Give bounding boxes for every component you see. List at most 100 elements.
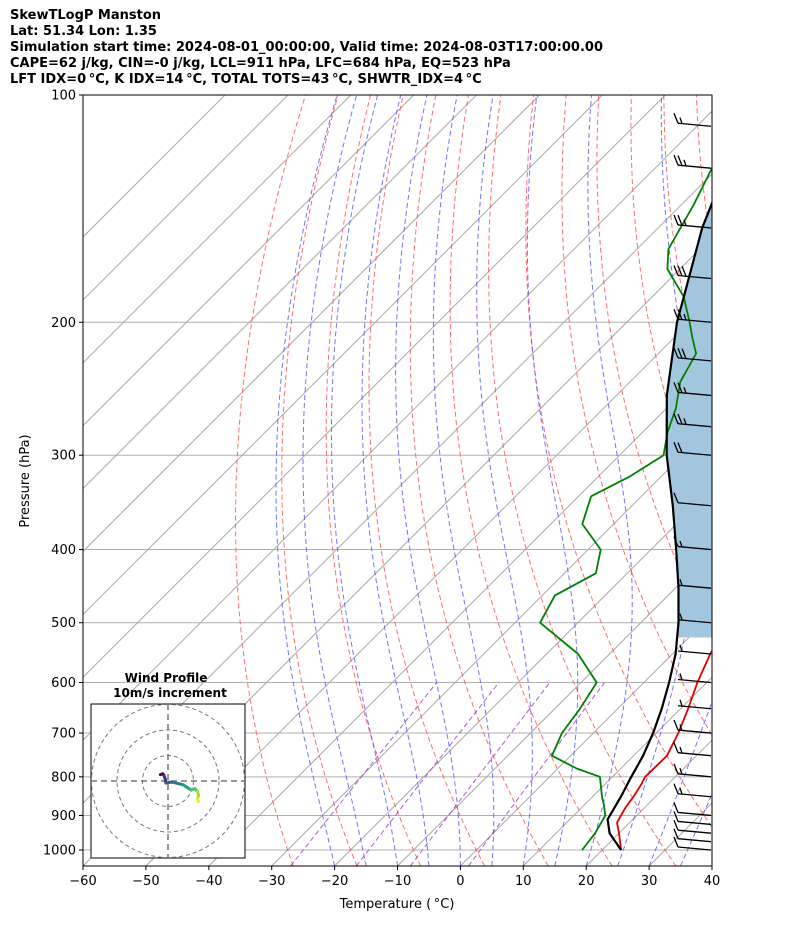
wind-barb [673, 154, 712, 169]
wind-barb [673, 413, 712, 428]
isotherm-gridline [271, 424, 712, 866]
wind-barb [677, 644, 712, 655]
x-tick-label: −40 [195, 874, 222, 889]
y-tick-label: 300 [51, 449, 76, 464]
moist-adiabat [476, 95, 533, 866]
hodograph: Wind Profile 10m/s increment [90, 671, 246, 859]
y-axis-label: Pressure (hPa) [18, 434, 33, 527]
y-tick-label: 900 [51, 809, 76, 824]
hodograph-ring [116, 729, 220, 833]
wind-barb [673, 836, 712, 851]
station-title: SkewTLogP Manston [10, 8, 162, 23]
station-coordinates: Lat: 51.34 Lon: 1.35 [10, 24, 157, 39]
cape-area [666, 203, 712, 638]
wind-barb [673, 783, 712, 798]
dry-adiabat [235, 95, 306, 866]
y-tick-label: 200 [51, 316, 76, 331]
moist-adiabat [275, 95, 338, 866]
x-tick-label: 30 [641, 874, 658, 889]
hodograph-ring [91, 704, 245, 858]
wind-barb [677, 578, 712, 589]
wind-barb [673, 802, 712, 817]
dry-adiabat [596, 95, 712, 639]
wind-barb [673, 382, 712, 397]
moist-adiabat [432, 95, 495, 866]
moist-adiabat [775, 95, 794, 866]
isotherm-gridline [83, 95, 415, 427]
isotherm-gridline [83, 95, 666, 679]
isotherm-gridline [145, 299, 712, 866]
mixing-ratio-line [468, 682, 605, 866]
wind-barb [673, 719, 712, 734]
isotherm-gridline [83, 95, 289, 301]
isotherm-gridline [83, 95, 540, 553]
chart-header: SkewTLogP Manston Lat: 51.34 Lon: 1.35 S… [10, 8, 603, 88]
wind-barb [673, 811, 712, 826]
x-axis-label: Temperature ( °C) [339, 897, 455, 912]
wind-barb [673, 214, 712, 229]
wind-barb [673, 347, 712, 362]
dewpoint-profile-line [539, 166, 712, 851]
wind-barb [673, 309, 712, 323]
wind-barb [673, 819, 712, 834]
isotherm-gridline [522, 676, 712, 866]
isotherm-gridline [83, 110, 712, 741]
y-tick-label: 600 [51, 676, 76, 691]
isotherm-gridline [83, 95, 226, 238]
wind-barb [673, 742, 712, 757]
moist-adiabat [680, 792, 712, 866]
wind-barb [673, 265, 712, 280]
y-tick-label: 400 [51, 543, 76, 558]
x-tick-label: 0 [456, 874, 464, 889]
dry-adiabat [368, 95, 485, 866]
wind-barb [677, 673, 712, 684]
y-tick-label: 500 [51, 616, 76, 631]
wind-barb [677, 613, 712, 624]
x-tick-label: 40 [704, 874, 721, 889]
x-tick-label: −60 [69, 874, 96, 889]
y-tick-label: 100 [51, 89, 76, 104]
y-tick-label: 800 [51, 770, 76, 785]
temperature-profile-line [616, 649, 712, 851]
x-tick-label: 10 [515, 874, 532, 889]
parcel-profile-line [606, 200, 712, 851]
isotherm-gridline [83, 95, 477, 490]
mixing-ratio-line [290, 682, 438, 866]
isotherm-gridline [397, 550, 712, 866]
mixing-ratio-line [355, 682, 500, 866]
moist-adiabat [711, 864, 712, 866]
x-tick-label: −30 [258, 874, 285, 889]
moist-adiabat [302, 95, 367, 866]
isotherm-gridline [83, 95, 352, 364]
moist-adiabat [585, 95, 633, 866]
y-tick-label: 1000 [43, 844, 76, 859]
dry-adiabat [449, 95, 613, 866]
wind-barb [673, 441, 712, 456]
wind-barb [673, 536, 712, 551]
wind-barb [673, 492, 712, 507]
moist-adiabat [526, 95, 579, 866]
moist-adiabat [648, 699, 712, 866]
x-tick-label: 20 [578, 874, 595, 889]
moist-adiabat [744, 95, 794, 866]
wind-barb [673, 113, 712, 127]
moist-adiabat [617, 95, 700, 866]
dry-adiabat [762, 95, 794, 866]
x-tick-label: −20 [321, 874, 348, 889]
isotherm-gridline [334, 487, 712, 866]
wind-barb [673, 763, 712, 778]
dry-adiabat [409, 95, 549, 866]
isotherm-gridline [83, 95, 603, 616]
dry-adiabat [729, 95, 794, 866]
wind-barb [673, 828, 712, 843]
moist-adiabat [330, 95, 398, 866]
hodograph-segment [195, 797, 201, 803]
dry-adiabat [488, 95, 677, 866]
simulation-time: Simulation start time: 2024-08-01_00:00:… [10, 40, 603, 55]
y-tick-label: 700 [51, 727, 76, 742]
moist-adiabat [395, 95, 461, 866]
wind-barb [677, 699, 712, 710]
x-tick-label: −50 [132, 874, 159, 889]
moist-adiabat [361, 95, 430, 866]
